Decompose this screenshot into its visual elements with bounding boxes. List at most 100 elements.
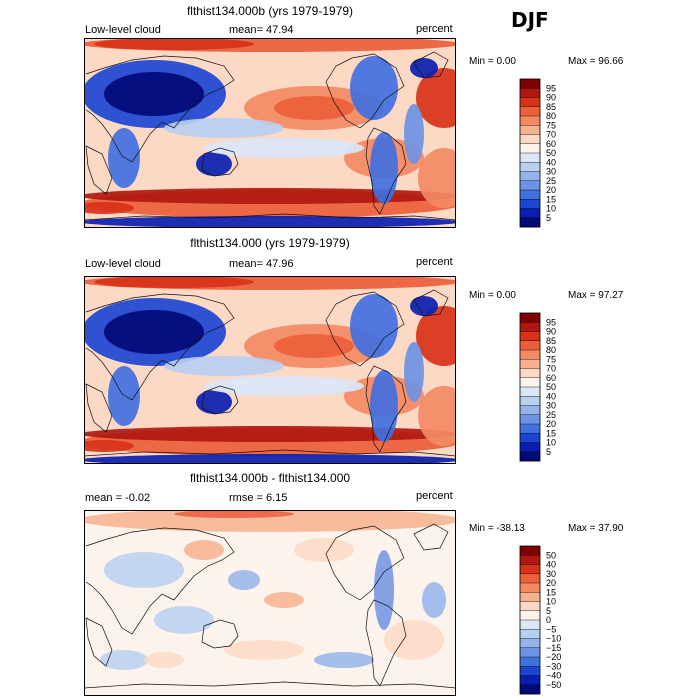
- colorbar-tick-label: 80: [546, 111, 556, 121]
- panel3-map: [84, 510, 456, 696]
- colorbar-tick-label: 5: [546, 606, 551, 616]
- colorbar-band: [520, 322, 540, 332]
- colorbar-tick-label: 40: [546, 560, 556, 570]
- panel2-title: flthist134.000 (yrs 1979-1979): [190, 236, 350, 250]
- colorbar-tick-label: 20: [546, 419, 556, 429]
- colorbar-tick-label: 30: [546, 569, 556, 579]
- field-patch: [84, 188, 456, 204]
- colorbar-band: [520, 433, 540, 443]
- panel2-max: Max = 97.27: [568, 290, 624, 301]
- colorbar-tick-label: 95: [546, 317, 556, 327]
- colorbar-band: [520, 180, 540, 191]
- colorbar-band: [520, 79, 540, 89]
- colorbar-band: [520, 573, 540, 584]
- colorbar-tick-label: 85: [546, 336, 556, 346]
- colorbar-tick-label: 30: [546, 167, 556, 177]
- panel2-map: [84, 276, 456, 464]
- panel2-variable: Low-level cloud: [85, 258, 161, 270]
- field-patch: [418, 148, 456, 208]
- field-patch: [294, 538, 354, 562]
- field-patch: [154, 606, 214, 634]
- colorbar-band: [520, 134, 540, 145]
- panel3-diff-field: [84, 510, 456, 670]
- panel3-units: percent: [416, 490, 453, 502]
- field-patch: [370, 132, 398, 204]
- panel1-variable: Low-level cloud: [85, 24, 161, 36]
- colorbar-band: [520, 583, 540, 593]
- field-patch: [314, 652, 374, 668]
- colorbar-tick-label: 40: [546, 157, 556, 167]
- colorbar-tick-label: −40: [546, 671, 561, 681]
- colorbar-band: [520, 647, 540, 658]
- colorbar-tick-label: 75: [546, 354, 556, 364]
- colorbar-tick-label: 5: [546, 447, 551, 457]
- panel2-units: percent: [416, 256, 453, 268]
- colorbar-band: [520, 217, 540, 228]
- colorbar-tick-label: 15: [546, 587, 556, 597]
- colorbar-tick-label: −30: [546, 661, 561, 671]
- colorbar-band: [520, 564, 540, 575]
- colorbar-band: [520, 396, 540, 406]
- panel2-mean: mean= 47.96: [229, 258, 294, 270]
- colorbar-band: [520, 331, 540, 342]
- colorbar-band: [520, 359, 540, 369]
- colorbar-tick-label: 25: [546, 176, 556, 186]
- field-patch: [228, 570, 260, 590]
- field-patch: [274, 334, 354, 358]
- colorbar-band: [520, 442, 540, 453]
- colorbar-tick-label: 10: [546, 597, 556, 607]
- colorbar-band: [520, 208, 540, 219]
- colorbar-tick-label: 50: [546, 550, 556, 560]
- colorbar-band: [520, 424, 540, 434]
- colorbar-band: [520, 340, 540, 351]
- field-patch: [410, 296, 438, 316]
- colorbar-band: [520, 620, 540, 630]
- colorbar-band: [520, 377, 540, 388]
- colorbar-band: [520, 313, 540, 323]
- colorbar-band: [520, 451, 540, 462]
- panel3-min: Min = -38.13: [469, 523, 525, 534]
- season-label: DJF: [511, 8, 549, 32]
- field-patch: [416, 306, 456, 366]
- panel1-title: flthist134.000b (yrs 1979-1979): [186, 4, 354, 18]
- panel1-max: Max = 96.66: [568, 56, 624, 67]
- field-patch: [164, 118, 284, 138]
- field-patch: [184, 540, 224, 560]
- panel2-min: Min = 0.00: [469, 290, 516, 301]
- panel1-units: percent: [416, 23, 453, 35]
- field-patch: [84, 202, 134, 214]
- colorbar-band: [520, 153, 540, 163]
- colorbar-band: [520, 88, 540, 98]
- field-patch: [370, 370, 398, 442]
- colorbar-band: [520, 629, 540, 639]
- field-patch: [84, 454, 456, 464]
- colorbar-tick-label: 10: [546, 438, 556, 448]
- colorbar-band: [520, 350, 540, 360]
- field-patch: [204, 376, 364, 396]
- colorbar-tick-label: 70: [546, 130, 556, 140]
- colorbar-band: [520, 638, 540, 649]
- colorbar-band: [520, 116, 540, 126]
- colorbar-band: [520, 171, 540, 182]
- colorbar-band: [520, 106, 540, 117]
- colorbar-band: [520, 555, 540, 565]
- field-patch: [422, 582, 446, 618]
- colorbar-tick-label: −5: [546, 624, 556, 634]
- panel2-map-frame: [84, 276, 456, 464]
- field-patch: [384, 620, 444, 660]
- panel3-title: flthist134.000b - flthist134.000: [189, 471, 351, 485]
- field-patch: [104, 72, 204, 116]
- colorbar-band: [520, 601, 540, 612]
- field-patch: [144, 652, 184, 668]
- panel1-map-frame: [84, 38, 456, 228]
- field-patch: [164, 356, 284, 376]
- colorbar-tick-label: 90: [546, 93, 556, 103]
- panel1-map: [84, 38, 456, 228]
- field-patch: [264, 592, 304, 608]
- field-patch: [196, 390, 232, 414]
- colorbar-tick-label: 30: [546, 401, 556, 411]
- field-patch: [84, 510, 456, 532]
- colorbar-tick-label: 50: [546, 148, 556, 158]
- field-patch: [374, 550, 394, 630]
- field-patch: [104, 310, 204, 354]
